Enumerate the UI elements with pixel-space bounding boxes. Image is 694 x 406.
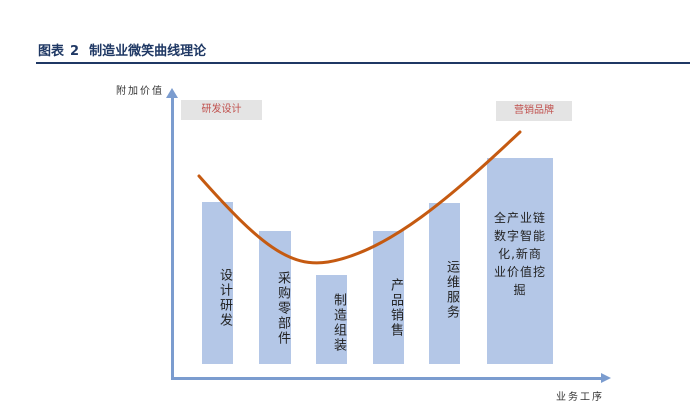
y-axis-label: 附加价值 (116, 86, 164, 97)
figure-number: 2 (70, 44, 80, 59)
stage-label: 全产业链数字智能化,新商业价值挖掘 (494, 211, 547, 297)
title-divider (36, 62, 690, 64)
stage-label: 设计研发 (217, 268, 232, 328)
stage-bar-design-rd: 设计研发 (202, 202, 233, 364)
marketing-brand-tag: 营销品牌 (496, 101, 572, 121)
stage-label: 采购零部件 (275, 270, 290, 346)
stage-bar-sales: 产品销售 (373, 231, 404, 364)
y-axis-line (171, 97, 174, 380)
figure-label: 图表 (38, 44, 65, 59)
stage-label: 运维服务 (444, 260, 459, 320)
x-axis-line (171, 377, 603, 380)
x-axis-arrow-icon (601, 373, 611, 383)
figure-title-text: 制造业微笑曲线理论 (89, 44, 207, 59)
x-axis-label: 业务工序 (556, 392, 604, 403)
stage-bar-manufacturing: 制造组装 (316, 275, 347, 364)
rd-design-tag: 研发设计 (181, 100, 262, 120)
figure-title: 图表 2 制造业微笑曲线理论 (38, 40, 206, 59)
stage-label: 制造组装 (331, 293, 346, 353)
stage-bar-procurement: 采购零部件 (259, 231, 291, 364)
stage-bar-maintenance: 运维服务 (429, 203, 460, 364)
y-axis-arrow-icon (166, 88, 178, 98)
smile-curve-line (197, 130, 522, 265)
stage-bar-digital-value: 全产业链数字智能化,新商业价值挖掘 (487, 158, 553, 364)
stage-label: 产品销售 (388, 278, 403, 338)
